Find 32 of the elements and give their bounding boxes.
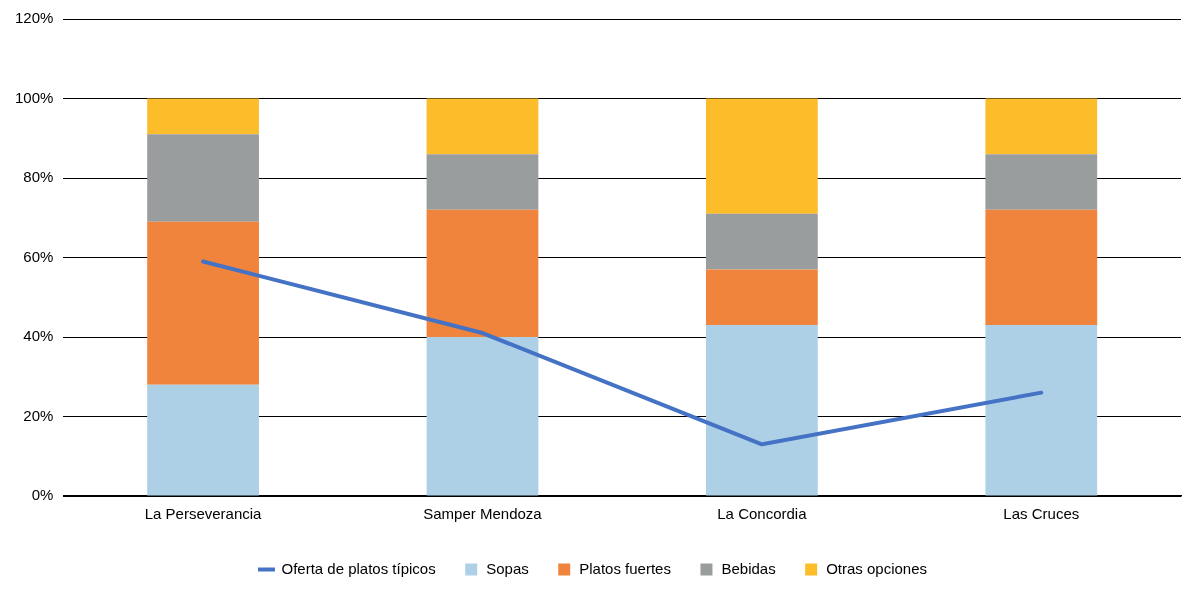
bar — [706, 98, 818, 214]
bar — [706, 269, 818, 326]
bar — [147, 384, 259, 496]
y-tick-label: 100% — [14, 88, 54, 106]
legend-label: Bebidas — [721, 559, 776, 577]
bar — [426, 337, 539, 496]
bar — [426, 154, 539, 210]
bar — [706, 325, 818, 496]
y-tick-label: 120% — [14, 9, 54, 27]
bar — [426, 98, 539, 155]
bar — [426, 209, 539, 337]
bar — [147, 221, 259, 385]
x-tick-label: La Perseverancia — [144, 505, 263, 523]
legend-label: Platos fuertes — [579, 559, 671, 577]
y-tick-label: 40% — [23, 327, 54, 345]
y-tick-label: 60% — [23, 247, 54, 265]
bar — [706, 213, 818, 270]
y-tick-label: 0% — [31, 486, 54, 504]
y-tick-label: 80% — [23, 168, 54, 186]
bar — [985, 154, 1098, 210]
legend-label: Sopas — [486, 559, 529, 577]
x-tick-label: Las Cruces — [1003, 505, 1080, 523]
bar — [985, 209, 1098, 326]
y-tick-label: 20% — [23, 406, 54, 424]
bar — [147, 98, 259, 135]
legend-label: Otras opciones — [826, 559, 928, 577]
bar — [147, 134, 259, 222]
x-tick-label: Samper Mendoza — [423, 505, 543, 523]
legend-label: Oferta de platos típicos — [281, 559, 436, 577]
bar — [985, 98, 1098, 155]
x-tick-label: La Concordia — [717, 505, 808, 523]
bar — [985, 325, 1098, 496]
